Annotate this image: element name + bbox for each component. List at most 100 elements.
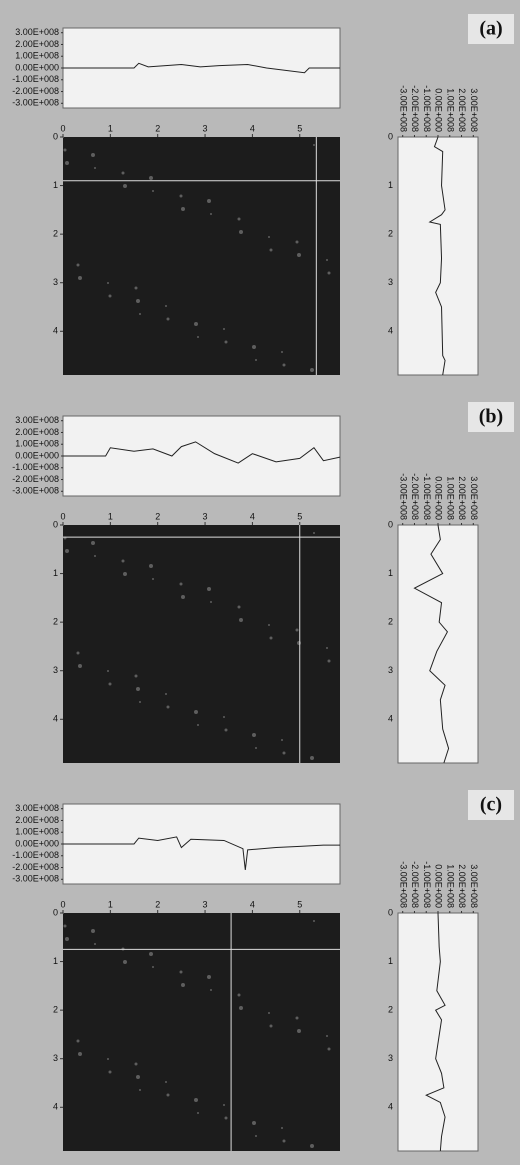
x-tick-label: 1	[108, 899, 113, 909]
y-tick-label: -3.00E+008	[12, 98, 59, 108]
speckle	[65, 937, 69, 941]
speckle	[167, 318, 170, 321]
speckle	[252, 345, 256, 349]
speckle	[123, 960, 127, 964]
speckle	[296, 241, 299, 244]
speckle	[107, 1058, 109, 1060]
speckle	[239, 230, 243, 234]
y-tick-label: 1	[388, 956, 393, 966]
speckle	[313, 920, 315, 922]
speckle	[239, 1006, 243, 1010]
speckle	[123, 184, 127, 188]
x-tick-label: -1.00E+008	[422, 473, 432, 520]
speckle	[326, 1035, 328, 1037]
speckle	[225, 1117, 228, 1120]
speckle	[152, 190, 154, 192]
y-tick-label: -3.00E+008	[12, 874, 59, 884]
speckle	[252, 1121, 256, 1125]
y-tick-label: 2.00E+008	[15, 427, 59, 437]
x-tick-label: 0.00E+000	[434, 88, 444, 132]
speckle	[152, 578, 154, 580]
x-tick-label: 2.00E+008	[457, 88, 467, 132]
speckle	[149, 176, 153, 180]
y-tick-label: 1.00E+008	[15, 51, 59, 61]
speckle	[225, 729, 228, 732]
x-tick-label: -3.00E+008	[398, 861, 408, 908]
speckle	[296, 1017, 299, 1020]
speckle	[297, 641, 301, 645]
speckle	[167, 1094, 170, 1097]
speckle	[64, 149, 67, 152]
speckle	[268, 236, 270, 238]
speckle	[310, 756, 314, 760]
speckle	[107, 282, 109, 284]
speckle	[139, 701, 141, 703]
x-tick-label: 0	[60, 899, 65, 909]
speckle	[238, 994, 241, 997]
speckle	[91, 153, 95, 157]
speckle	[109, 1071, 112, 1074]
x-tick-label: 4	[250, 123, 255, 133]
x-tick-label: 3.00E+008	[469, 864, 479, 908]
y-tick-label: -3.00E+008	[12, 486, 59, 496]
speckle	[210, 601, 212, 603]
y-tick-label: 2	[388, 1005, 393, 1015]
x-tick-label: 2	[155, 899, 160, 909]
x-tick-label: -3.00E+008	[398, 85, 408, 132]
speckle	[136, 1075, 140, 1079]
x-tick-label: 1	[108, 123, 113, 133]
y-tick-label: 2	[388, 229, 393, 239]
speckle	[252, 733, 256, 737]
speckle	[223, 1104, 225, 1106]
x-tick-label: 3.00E+008	[469, 88, 479, 132]
y-tick-label: 0	[53, 907, 58, 917]
y-tick-label: 3	[388, 665, 393, 675]
x-tick-label: -2.00E+008	[410, 85, 420, 132]
speckle	[94, 943, 96, 945]
speckle	[310, 1144, 314, 1148]
speckle	[65, 549, 69, 553]
y-tick-label: 2	[53, 1005, 58, 1015]
y-tick-label: -1.00E+008	[12, 850, 59, 860]
speckle	[281, 1127, 283, 1129]
x-tick-label: 0.00E+000	[434, 864, 444, 908]
speckle	[65, 161, 69, 165]
speckle	[281, 739, 283, 741]
speckle	[149, 564, 153, 568]
speckle	[297, 253, 301, 257]
speckle	[180, 971, 183, 974]
right-profile-frame	[398, 137, 478, 375]
speckle	[109, 683, 112, 686]
speckle	[77, 264, 80, 267]
speckle	[268, 624, 270, 626]
x-tick-label: 3	[203, 899, 208, 909]
speckle	[255, 1135, 257, 1137]
x-tick-label: 1	[108, 511, 113, 521]
y-tick-label: 3.00E+008	[15, 27, 59, 37]
y-tick-label: 0.00E+000	[15, 62, 59, 72]
x-tick-label: -2.00E+008	[410, 861, 420, 908]
speckle	[197, 336, 199, 338]
y-tick-label: 3	[53, 665, 58, 675]
speckle	[313, 532, 315, 534]
speckle	[135, 675, 138, 678]
speckle	[255, 359, 257, 361]
speckle	[326, 259, 328, 261]
speckle	[223, 716, 225, 718]
speckle	[135, 1063, 138, 1066]
speckle	[181, 983, 185, 987]
y-tick-label: 2.00E+008	[15, 815, 59, 825]
speckle	[64, 925, 67, 928]
speckle	[78, 276, 82, 280]
speckle	[210, 989, 212, 991]
right-profile-frame	[398, 913, 478, 1151]
speckle	[194, 1098, 198, 1102]
y-tick-label: 0.00E+000	[15, 450, 59, 460]
speckle	[225, 341, 228, 344]
speckle	[328, 660, 331, 663]
speckle	[135, 287, 138, 290]
speckle	[310, 368, 314, 372]
x-tick-label: 4	[250, 511, 255, 521]
x-tick-label: -1.00E+008	[422, 861, 432, 908]
y-tick-label: 1.00E+008	[15, 827, 59, 837]
